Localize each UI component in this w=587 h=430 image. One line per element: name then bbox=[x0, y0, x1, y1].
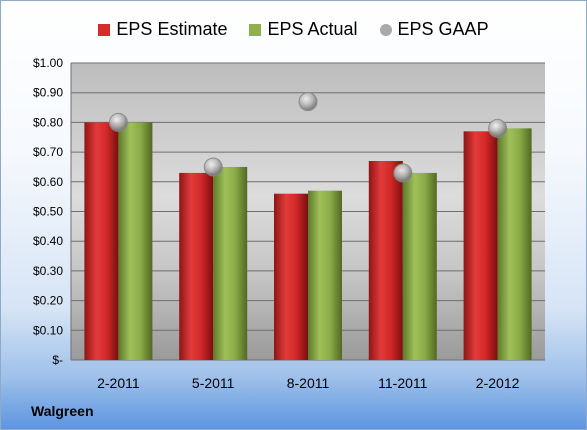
marker-eps-gaap bbox=[203, 157, 223, 177]
y-tick-label: $0.40 bbox=[33, 234, 63, 248]
legend-label-eps-gaap: EPS GAAP bbox=[397, 19, 489, 39]
marker-eps-gaap bbox=[393, 163, 413, 183]
marker-eps-gaap bbox=[298, 92, 318, 112]
legend-item-eps-gaap: EPS GAAP bbox=[379, 19, 489, 40]
legend-item-eps-actual: EPS Actual bbox=[249, 19, 358, 40]
bar-eps-actual bbox=[497, 128, 532, 360]
x-tick-label: 8-2011 bbox=[287, 375, 330, 391]
bar-eps-actual bbox=[402, 172, 437, 360]
bar-eps-actual bbox=[118, 122, 153, 361]
y-tick-label: $0.10 bbox=[33, 323, 63, 337]
y-tick-label: $0.20 bbox=[33, 294, 63, 308]
y-tick-label: $0.70 bbox=[33, 145, 63, 159]
marker-eps-gaap bbox=[488, 118, 508, 138]
bar-eps-estimate bbox=[274, 193, 308, 360]
x-tick-label: 11-2011 bbox=[378, 375, 428, 391]
x-tick-label: 2-2012 bbox=[476, 375, 520, 391]
y-tick-label: $0.60 bbox=[33, 175, 63, 189]
x-tick-label: 2-2011 bbox=[97, 375, 140, 391]
bar-eps-estimate bbox=[84, 122, 119, 361]
y-tick-label: $- bbox=[52, 353, 63, 367]
x-tick-label: 5-2011 bbox=[192, 375, 235, 391]
y-tick-label: $0.50 bbox=[33, 205, 63, 219]
bar-eps-estimate bbox=[368, 161, 403, 360]
marker-eps-gaap bbox=[108, 112, 128, 132]
legend: EPS Estimate EPS Actual EPS GAAP bbox=[1, 19, 586, 40]
legend-swatch-eps-estimate bbox=[98, 23, 111, 36]
legend-label-eps-actual: EPS Actual bbox=[267, 19, 358, 39]
y-tick-label: $1.00 bbox=[33, 56, 63, 70]
bar-eps-actual bbox=[213, 166, 248, 360]
company-name: Walgreen bbox=[31, 403, 94, 419]
legend-swatch-eps-actual bbox=[249, 23, 262, 36]
y-tick-label: $0.90 bbox=[33, 86, 63, 100]
bar-eps-estimate bbox=[179, 172, 214, 360]
bar-eps-estimate bbox=[463, 131, 498, 360]
legend-swatch-eps-gaap bbox=[379, 23, 392, 36]
bar-eps-actual bbox=[308, 190, 342, 360]
y-tick-label: $0.30 bbox=[33, 264, 63, 278]
legend-label-eps-estimate: EPS Estimate bbox=[116, 19, 228, 39]
y-tick-label: $0.80 bbox=[33, 115, 63, 129]
legend-item-eps-estimate: EPS Estimate bbox=[98, 19, 227, 40]
